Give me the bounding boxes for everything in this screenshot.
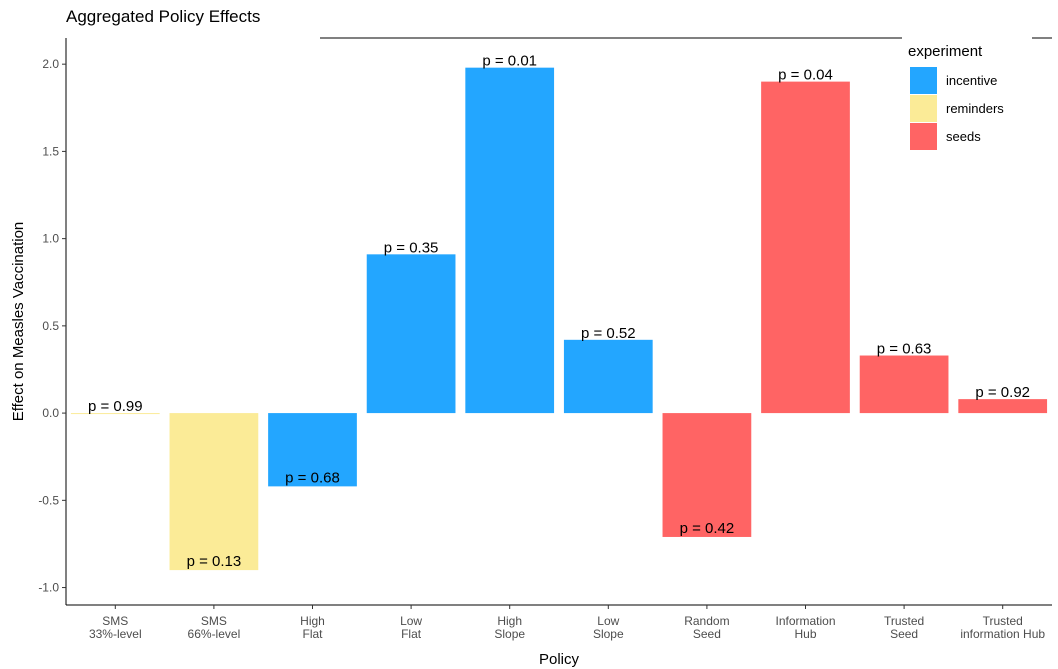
legend-swatch: [910, 123, 937, 150]
bar: [563, 339, 653, 414]
legend-title: experiment: [908, 43, 983, 60]
y-tick-label: 0.5: [42, 319, 59, 333]
legend-label: reminders: [946, 101, 1004, 116]
x-tick-label: Trusted: [983, 614, 1023, 628]
legend-label: incentive: [946, 73, 997, 88]
bar: [366, 254, 456, 414]
x-tick-label: Information: [775, 614, 835, 628]
p-value-label: p = 0.68: [285, 469, 340, 486]
x-tick-label: Low: [400, 614, 422, 628]
bar: [268, 413, 357, 487]
bar: [169, 413, 259, 571]
bar: [662, 413, 752, 537]
x-tick-label: High: [497, 614, 522, 628]
x-tick-label: Flat: [401, 627, 422, 641]
x-tick-label: Trusted: [884, 614, 924, 628]
p-value-label: p = 0.92: [975, 384, 1030, 401]
x-tick-label: Hub: [794, 627, 816, 641]
bar: [465, 67, 555, 414]
bar: [761, 81, 850, 414]
y-tick-label: -1.0: [38, 581, 59, 595]
p-value-label: p = 0.35: [384, 239, 439, 256]
x-tick-label: Seed: [890, 627, 918, 641]
bar: [859, 355, 949, 414]
y-tick-label: 0.0: [42, 406, 59, 420]
p-value-label: p = 0.52: [581, 325, 636, 342]
x-tick-label: Seed: [693, 627, 721, 641]
x-tick-label: 66%-level: [188, 627, 241, 641]
p-value-label: p = 0.01: [482, 53, 537, 70]
p-value-label: p = 0.13: [187, 553, 242, 570]
x-axis-title: Policy: [539, 651, 580, 668]
x-tick-label: 33%-level: [89, 627, 142, 641]
y-tick-label: 1.0: [42, 232, 59, 246]
legend-label: seeds: [946, 129, 981, 144]
x-tick-label: High: [300, 614, 325, 628]
x-tick-label: SMS: [201, 614, 227, 628]
y-axis-title: Effect on Measles Vaccination: [10, 222, 27, 422]
y-tick-label: -0.5: [38, 493, 59, 507]
x-tick-label: Flat: [302, 627, 323, 641]
x-tick-label: Slope: [593, 627, 624, 641]
p-value-label: p = 0.63: [877, 341, 932, 358]
x-tick-label: Low: [597, 614, 619, 628]
y-tick-label: 1.5: [42, 144, 59, 158]
x-tick-label: information Hub: [960, 627, 1045, 641]
legend-swatch: [910, 67, 937, 94]
legend-swatch: [910, 95, 937, 122]
p-value-label: p = 0.99: [88, 398, 143, 415]
p-value-label: p = 0.42: [680, 520, 735, 537]
chart-title: Aggregated Policy Effects: [66, 7, 261, 26]
x-tick-label: SMS: [102, 614, 128, 628]
y-tick-label: 2.0: [42, 57, 59, 71]
bar: [958, 399, 1048, 414]
p-value-label: p = 0.04: [778, 67, 833, 84]
x-tick-label: Random: [684, 614, 729, 628]
bar: [70, 413, 160, 415]
x-tick-label: Slope: [494, 627, 525, 641]
